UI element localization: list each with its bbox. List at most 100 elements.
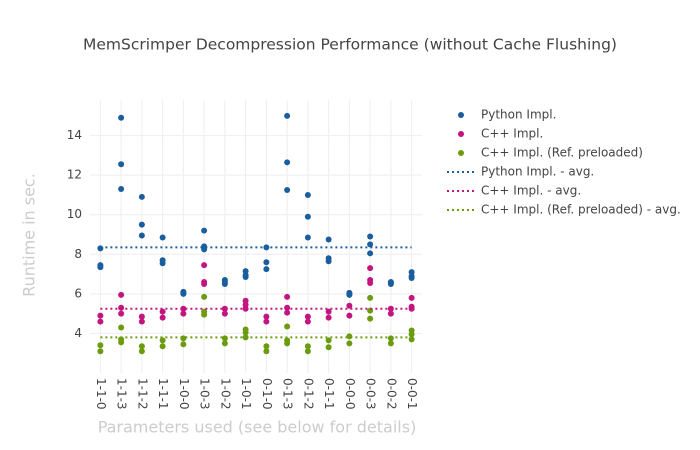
x-tick-label: 0-1-1 (322, 378, 336, 410)
point (221, 280, 228, 287)
point (325, 344, 332, 351)
x-tick-label: 0-1-2 (301, 378, 315, 410)
point (118, 186, 125, 193)
x-tick-label: 0-0-3 (364, 378, 378, 410)
legend-label: C++ Impl. (Ref. preloaded) (481, 146, 643, 160)
y-tick-label: 14 (67, 128, 82, 142)
point (284, 340, 291, 347)
point (138, 221, 145, 228)
y-tick-label: 8 (74, 247, 82, 261)
point (118, 114, 125, 121)
point (97, 312, 104, 319)
legend-label: C++ Impl. (481, 127, 543, 141)
legend-label: C++ Impl. - avg. (481, 184, 581, 198)
point (242, 329, 249, 336)
point (242, 274, 249, 281)
legend-marker (458, 131, 464, 137)
point (325, 308, 332, 315)
point (263, 266, 270, 273)
x-tick-label: 0-1-0 (260, 378, 274, 410)
x-tick-label: 1-1-2 (135, 378, 149, 410)
point (304, 348, 311, 355)
point (346, 340, 353, 347)
y-axis-label: Runtime in sec. (20, 173, 39, 297)
point (284, 112, 291, 119)
point (201, 227, 208, 234)
point (408, 336, 415, 343)
point (97, 318, 104, 325)
point (201, 311, 208, 318)
x-tick-label: 1-0-2 (218, 378, 232, 410)
point (387, 280, 394, 287)
point (284, 159, 291, 166)
x-tick-label: 0-0-1 (405, 378, 419, 410)
point (284, 323, 291, 330)
point (201, 280, 208, 287)
chart-title: MemScrimper Decompression Performance (w… (83, 36, 617, 54)
point (159, 308, 166, 315)
point (408, 275, 415, 282)
point (221, 310, 228, 317)
point (346, 312, 353, 319)
point (387, 340, 394, 347)
point (263, 259, 270, 266)
point (118, 310, 125, 317)
x-axis-label: Parameters used (see below for details) (98, 418, 417, 437)
point (325, 314, 332, 321)
point (180, 290, 187, 297)
point (367, 233, 374, 240)
point (284, 309, 291, 316)
legend-label: Python Impl. (481, 108, 556, 122)
point (201, 262, 208, 269)
point (387, 310, 394, 317)
point (138, 232, 145, 239)
legend-label: C++ Impl. (Ref. preloaded) - avg. (481, 203, 681, 217)
point (325, 337, 332, 344)
point (97, 348, 104, 355)
point (159, 260, 166, 267)
y-tick-label: 4 (74, 326, 82, 340)
point (263, 313, 270, 320)
legend-label: Python Impl. - avg. (481, 165, 594, 179)
point (180, 310, 187, 317)
point (118, 161, 125, 168)
point (325, 236, 332, 243)
point (263, 343, 270, 350)
x-tick-label: 1-1-3 (115, 378, 129, 410)
point (284, 187, 291, 194)
x-tick-label: 0-0-0 (343, 378, 357, 410)
x-tick-label: 1-1-0 (94, 378, 108, 410)
point (304, 318, 311, 325)
x-tick-label: 1-0-3 (198, 378, 212, 410)
point (201, 293, 208, 300)
point (346, 291, 353, 298)
y-tick-label: 10 (67, 207, 82, 221)
point (180, 305, 187, 312)
point (367, 250, 374, 257)
legend-marker (458, 150, 464, 156)
point (221, 305, 228, 312)
point (97, 264, 104, 271)
point (180, 341, 187, 348)
point (304, 191, 311, 198)
x-tick-label: 0-1-3 (281, 378, 295, 410)
x-tick-label: 1-0-1 (239, 378, 253, 410)
point (304, 213, 311, 220)
point (367, 315, 374, 322)
y-tick-label: 6 (74, 286, 82, 300)
legend-marker (458, 112, 464, 118)
point (221, 340, 228, 347)
point (118, 324, 125, 331)
point (138, 318, 145, 325)
point (346, 302, 353, 309)
point (408, 331, 415, 338)
point (367, 265, 374, 272)
point (304, 234, 311, 241)
y-tick-label: 12 (67, 168, 82, 182)
point (138, 348, 145, 355)
point (325, 258, 332, 265)
point (138, 193, 145, 200)
point (138, 343, 145, 350)
point (304, 343, 311, 350)
